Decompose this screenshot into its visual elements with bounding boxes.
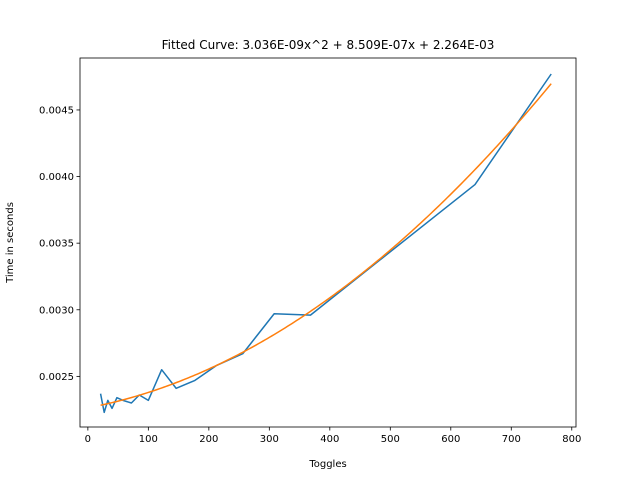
fitted-curve-line	[100, 83, 552, 406]
x-axis-title: Toggles	[308, 459, 346, 470]
y-tick-label: 0.0040	[39, 172, 74, 183]
y-tick-label: 0.0030	[39, 305, 74, 316]
x-axis: 0 100 200 300 400 500 600 700 800	[85, 427, 581, 445]
y-tick-label: 0.0035	[39, 239, 74, 250]
x-tick-label: 500	[381, 434, 400, 445]
x-tick-label: 400	[320, 434, 339, 445]
x-tick-label: 700	[502, 434, 521, 445]
plot-frame	[79, 57, 577, 428]
measured-series-line	[99, 73, 552, 414]
y-tick-label: 0.0025	[39, 372, 74, 383]
y-axis-title: Time in seconds	[5, 202, 16, 284]
x-tick-label: 200	[199, 434, 218, 445]
x-tick-label: 600	[441, 434, 460, 445]
y-axis: 0.0025 0.0030 0.0035 0.0040 0.0045	[39, 105, 80, 383]
x-tick-label: 800	[562, 434, 581, 445]
chart-title: Fitted Curve: 3.036E-09x^2 + 8.509E-07x …	[162, 38, 495, 52]
x-tick-label: 300	[260, 434, 279, 445]
y-tick-label: 0.0045	[39, 105, 74, 116]
x-tick-label: 100	[139, 434, 158, 445]
plot-area	[99, 73, 552, 414]
x-tick-label: 0	[85, 434, 91, 445]
